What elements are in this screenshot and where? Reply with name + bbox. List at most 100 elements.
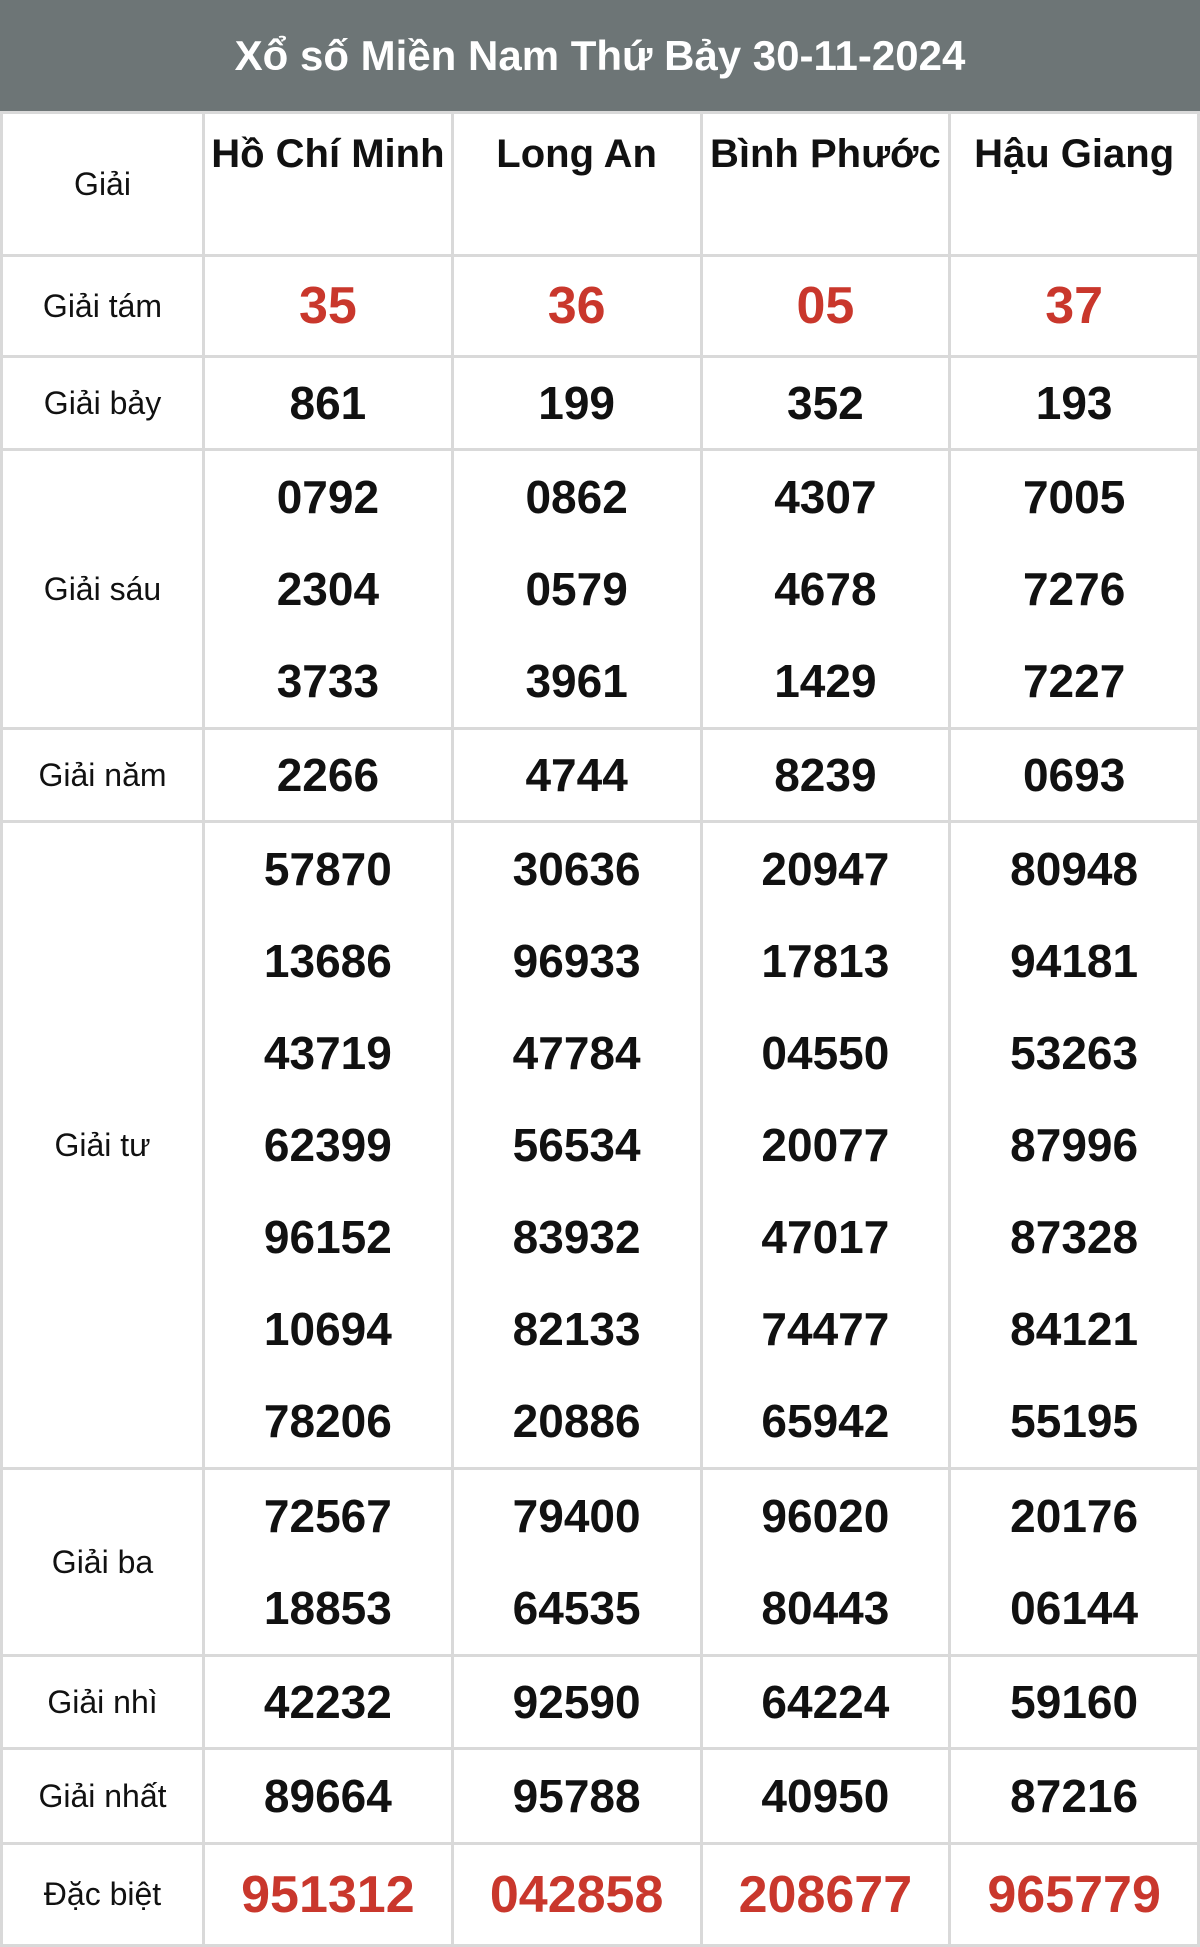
result-number: 47784 [512, 1027, 641, 1079]
result-number: 40950 [761, 1769, 890, 1822]
prize-label: Giải tám [0, 254, 205, 358]
result-number: 7276 [1022, 563, 1126, 615]
result-number: 20176 [1010, 1490, 1139, 1542]
result-number: 53263 [1010, 1027, 1139, 1079]
result-number: 96933 [512, 935, 641, 987]
result-number: 4678 [774, 563, 877, 615]
prize-label: Giải năm [0, 727, 205, 823]
result-number: 80948 [1010, 843, 1139, 895]
result-number: 30636 [512, 843, 641, 895]
result-number: 7005 [1022, 471, 1126, 523]
result-number: 042858 [489, 1865, 664, 1924]
result-number: 57870 [263, 843, 392, 895]
result-cell: 0792 2304 3733 [202, 448, 454, 730]
result-cell: 8239 [699, 727, 952, 823]
result-number: 79400 [512, 1490, 641, 1542]
result-number: 193 [1035, 376, 1113, 429]
prize-row: Giải năm 2266 4744 8239 0693 [0, 727, 1200, 823]
prize-label: Đặc biệt [0, 1842, 205, 1947]
result-cell: 96020 80443 [699, 1467, 952, 1657]
result-cell: 0862 0579 3961 [450, 448, 703, 730]
prize-row: Giải bảy 861 199 352 193 [0, 355, 1200, 451]
result-number: 20947 [761, 843, 890, 895]
prize-label: Giải sáu [0, 448, 205, 730]
result-cell: 20176 06144 [948, 1467, 1200, 1657]
prize-label: Giải ba [0, 1467, 205, 1657]
result-number: 4744 [525, 748, 628, 801]
result-cell: 87216 [948, 1747, 1200, 1845]
result-number: 951312 [241, 1865, 415, 1924]
result-cell: 42232 [202, 1654, 454, 1750]
result-number: 96020 [761, 1490, 890, 1542]
result-cell: 05 [699, 254, 952, 358]
prize-label: Giải nhất [0, 1747, 205, 1845]
result-number: 64224 [761, 1675, 890, 1728]
province-header: Hồ Chí Minh [202, 111, 454, 257]
result-cell: 40950 [699, 1747, 952, 1845]
province-header: Hậu Giang [948, 111, 1200, 257]
result-cell: 951312 [202, 1842, 454, 1947]
prize-row: Giải tám 35 36 05 37 [0, 254, 1200, 358]
result-cell: 965779 [948, 1842, 1200, 1947]
prize-label: Giải bảy [0, 355, 205, 451]
result-number: 18853 [263, 1582, 392, 1634]
result-cell: 193 [948, 355, 1200, 451]
result-number: 2266 [276, 748, 380, 801]
prize-row: Giải tư 57870 13686 43719 62399 96152 10694 782… [0, 820, 1200, 1470]
result-number: 36 [547, 276, 606, 335]
result-number: 04550 [761, 1027, 890, 1079]
page-title: Xổ số Miền Nam Thứ Bảy 30-11-2024 [0, 0, 1200, 111]
result-cell: 79400 64535 [450, 1467, 703, 1657]
result-number: 43719 [263, 1027, 392, 1079]
result-cell: 861 [202, 355, 454, 451]
result-number: 8239 [774, 748, 877, 801]
result-number: 20886 [512, 1395, 641, 1447]
result-number: 95788 [512, 1769, 641, 1822]
result-number: 55195 [1010, 1395, 1139, 1447]
prize-row: Giải nhất 89664 95788 40950 87216 [0, 1747, 1200, 1845]
result-number: 1429 [774, 655, 877, 707]
result-number: 62399 [263, 1119, 392, 1171]
result-number: 59160 [1010, 1675, 1139, 1728]
result-cell: 57870 13686 43719 62399 96152 10694 78206 [202, 820, 454, 1470]
result-number: 87996 [1010, 1119, 1139, 1171]
result-number: 94181 [1010, 935, 1139, 987]
prize-label: Giải nhì [0, 1654, 205, 1750]
result-number: 199 [538, 376, 615, 429]
result-number: 74477 [761, 1303, 890, 1355]
result-number: 42232 [263, 1675, 392, 1728]
result-cell: 95788 [450, 1747, 703, 1845]
result-number: 87328 [1010, 1211, 1139, 1263]
result-number: 965779 [987, 1865, 1161, 1924]
results-table: Giải Hồ Chí Minh Long An Bình Phước Hậu … [0, 111, 1200, 1947]
prize-column-header: Giải [0, 111, 205, 257]
result-number: 13686 [263, 935, 392, 987]
result-number: 82133 [512, 1303, 641, 1355]
result-number: 0579 [525, 563, 628, 615]
result-number: 65942 [761, 1395, 890, 1447]
result-cell: 0693 [948, 727, 1200, 823]
result-cell: 208677 [699, 1842, 952, 1947]
result-number: 4307 [774, 471, 877, 523]
result-number: 37 [1045, 276, 1104, 335]
result-number: 3733 [276, 655, 380, 707]
result-number: 0862 [525, 471, 628, 523]
result-number: 92590 [512, 1675, 641, 1728]
result-cell: 89664 [202, 1747, 454, 1845]
result-cell: 80948 94181 53263 87996 87328 84121 55195 [948, 820, 1200, 1470]
result-number: 7227 [1022, 655, 1126, 707]
result-number: 0792 [276, 471, 380, 523]
result-cell: 042858 [450, 1842, 703, 1947]
result-cell: 92590 [450, 1654, 703, 1750]
result-cell: 352 [699, 355, 952, 451]
result-cell: 199 [450, 355, 703, 451]
result-cell: 20947 17813 04550 20077 47017 74477 65942 [699, 820, 952, 1470]
result-number: 87216 [1010, 1769, 1139, 1822]
result-number: 64535 [512, 1582, 641, 1634]
province-header: Long An [450, 111, 703, 257]
result-number: 208677 [738, 1865, 913, 1924]
result-number: 35 [298, 276, 357, 335]
header-row: Giải Hồ Chí Minh Long An Bình Phước Hậu … [0, 111, 1200, 257]
result-number: 56534 [512, 1119, 641, 1171]
result-cell: 7005 7276 7227 [948, 448, 1200, 730]
